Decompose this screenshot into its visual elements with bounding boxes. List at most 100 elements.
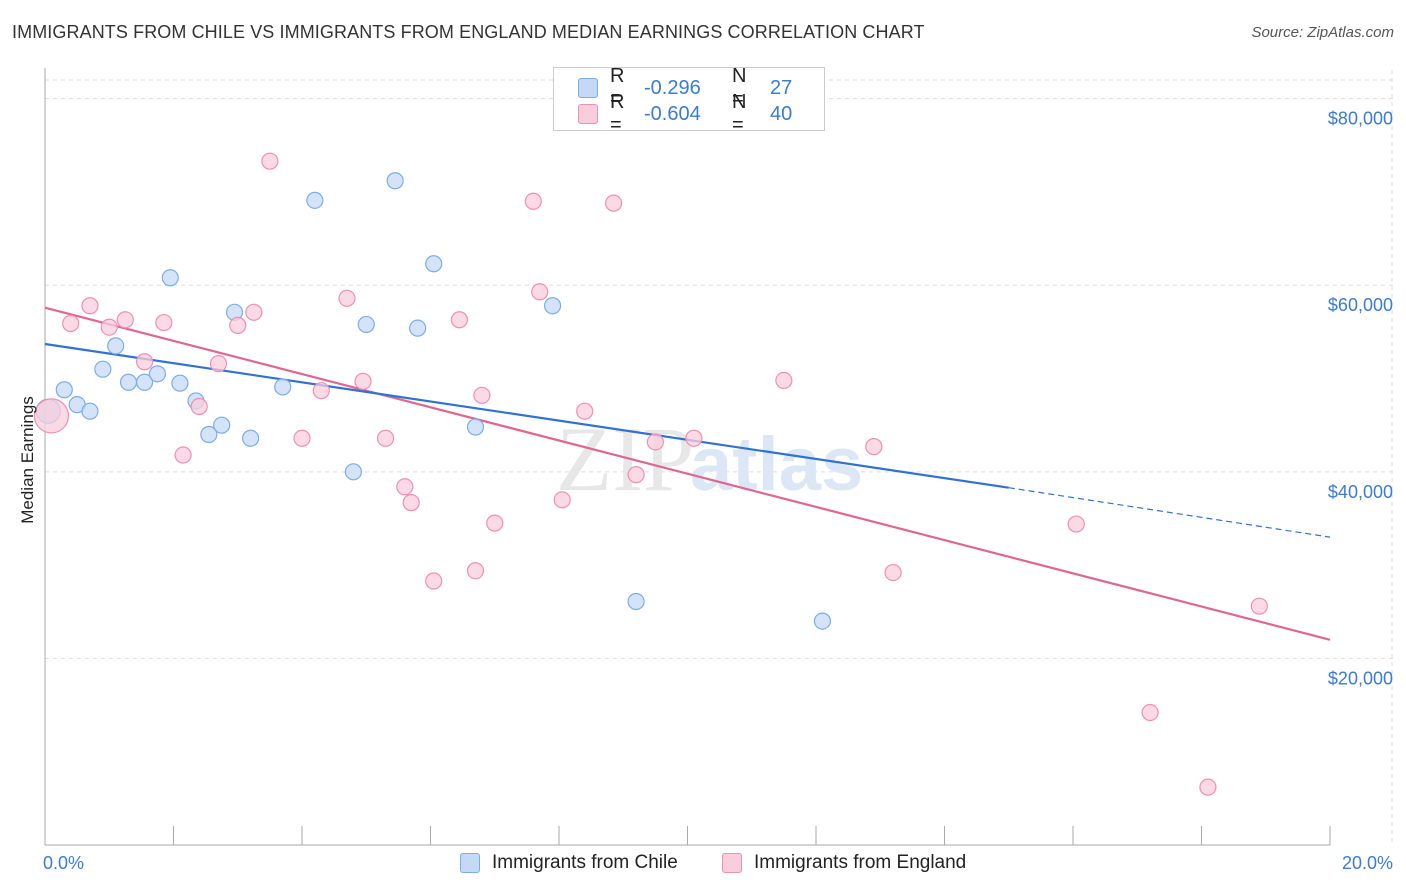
chile-point[interactable] (306, 191, 324, 209)
x-tick-label: 20.0% (1342, 853, 1393, 873)
england-point[interactable] (473, 386, 491, 404)
chile-point[interactable] (357, 315, 375, 334)
england-point[interactable] (685, 429, 703, 447)
england-point[interactable] (174, 446, 192, 464)
trendlines (44, 306, 1331, 641)
england-point[interactable] (450, 311, 469, 329)
england-point[interactable] (425, 572, 443, 590)
chile-point[interactable] (200, 425, 218, 444)
r-value: -0.604 (644, 102, 701, 125)
r-label: R = (610, 91, 625, 136)
chile-point[interactable] (386, 172, 404, 190)
england-point[interactable] (524, 192, 542, 210)
data-points (33, 152, 1268, 796)
n-value: 27 (770, 76, 793, 99)
england-point[interactable] (605, 194, 623, 212)
england-point[interactable] (1250, 597, 1268, 615)
england-point[interactable] (354, 372, 372, 390)
y-axis-label: Median Earnings (18, 396, 37, 524)
chile-point[interactable] (409, 319, 427, 337)
legend-label-england: Immigrants from England (754, 852, 967, 873)
england-point[interactable] (312, 382, 330, 400)
watermark-atlas: atlas (690, 422, 863, 507)
tick-labels: $20,000 $40,000 $60,000 $80,000 0.0% 20.0% (43, 109, 1393, 873)
england-point[interactable] (486, 514, 504, 532)
legend-row-chile: R = -0.296 N = 27 (578, 65, 793, 110)
england-point[interactable] (116, 311, 134, 329)
england-point[interactable] (576, 402, 594, 420)
chile-trendline (44, 342, 1009, 489)
england-point[interactable] (261, 152, 279, 170)
y-tick-label: $40,000 (1328, 482, 1393, 502)
chile-point[interactable] (242, 429, 260, 447)
chile-point[interactable] (425, 255, 443, 273)
england-point[interactable] (865, 438, 883, 456)
chile-point[interactable] (213, 416, 231, 434)
england-point[interactable] (33, 398, 70, 434)
chile-point[interactable] (161, 269, 179, 287)
england-point[interactable] (62, 314, 80, 333)
chile-swatch (578, 78, 598, 98)
chile-point[interactable] (55, 381, 73, 399)
n-label: N = (732, 91, 747, 136)
england-point[interactable] (627, 466, 645, 484)
chile-point[interactable] (135, 373, 154, 391)
chile-point[interactable] (94, 360, 112, 378)
r-label: R = (610, 65, 625, 110)
y-tick-label: $80,000 (1328, 109, 1393, 129)
stats-legend: R = -0.296 N = 27 R = -0.604 N = 40 (553, 65, 825, 136)
england-point[interactable] (466, 562, 485, 580)
england-point[interactable] (775, 371, 793, 390)
england-point[interactable] (229, 316, 247, 334)
england-point[interactable] (531, 283, 549, 301)
chart-title: IMMIGRANTS FROM CHILE VS IMMIGRANTS FROM… (12, 22, 925, 42)
source-label: Source: ZipAtlas.com (1251, 24, 1394, 41)
chile-legend-swatch (460, 853, 480, 873)
england-point[interactable] (100, 318, 118, 336)
chile-point[interactable] (81, 402, 99, 420)
england-point[interactable] (209, 355, 228, 373)
england-point[interactable] (376, 429, 395, 447)
watermark: ZIP atlas (556, 408, 863, 510)
england-legend-swatch (722, 853, 742, 873)
england-point[interactable] (646, 433, 664, 451)
england-point[interactable] (884, 563, 902, 582)
chile-point[interactable] (148, 365, 167, 383)
chile-point[interactable] (171, 374, 189, 392)
axes (44, 68, 1331, 846)
england-swatch (578, 104, 598, 124)
england-point[interactable] (190, 397, 208, 416)
chile-point[interactable] (274, 378, 292, 396)
chile-point[interactable] (119, 373, 138, 391)
england-point[interactable] (245, 303, 263, 321)
england-point[interactable] (155, 313, 173, 332)
watermark-zip: ZIP (556, 408, 694, 510)
england-point[interactable] (396, 478, 414, 496)
chile-point[interactable] (466, 418, 485, 436)
chile-point[interactable] (344, 463, 362, 481)
chile-point[interactable] (813, 612, 832, 630)
england-point[interactable] (1141, 703, 1159, 722)
chile-point[interactable] (543, 297, 562, 315)
chile-point[interactable] (627, 592, 645, 611)
n-label: N = (732, 65, 747, 110)
england-point[interactable] (135, 353, 154, 371)
x-tick-label: 0.0% (43, 853, 84, 873)
england-point[interactable] (293, 429, 311, 447)
y-tick-label: $20,000 (1328, 668, 1393, 688)
n-value: 40 (770, 102, 793, 125)
chile-trendline-extension (1008, 487, 1331, 538)
england-point[interactable] (1067, 515, 1085, 533)
england-point[interactable] (338, 289, 356, 307)
england-point[interactable] (1199, 778, 1217, 796)
y-tick-label: $60,000 (1328, 295, 1393, 315)
r-value: -0.296 (644, 76, 701, 99)
legend-item-england[interactable]: Immigrants from England (722, 852, 966, 874)
england-point[interactable] (81, 297, 99, 315)
england-point[interactable] (402, 494, 420, 512)
series-legend: Immigrants from Chile Immigrants from En… (0, 852, 1406, 878)
legend-item-chile[interactable]: Immigrants from Chile (460, 852, 678, 874)
chile-point[interactable] (107, 337, 125, 355)
england-point[interactable] (553, 491, 571, 509)
